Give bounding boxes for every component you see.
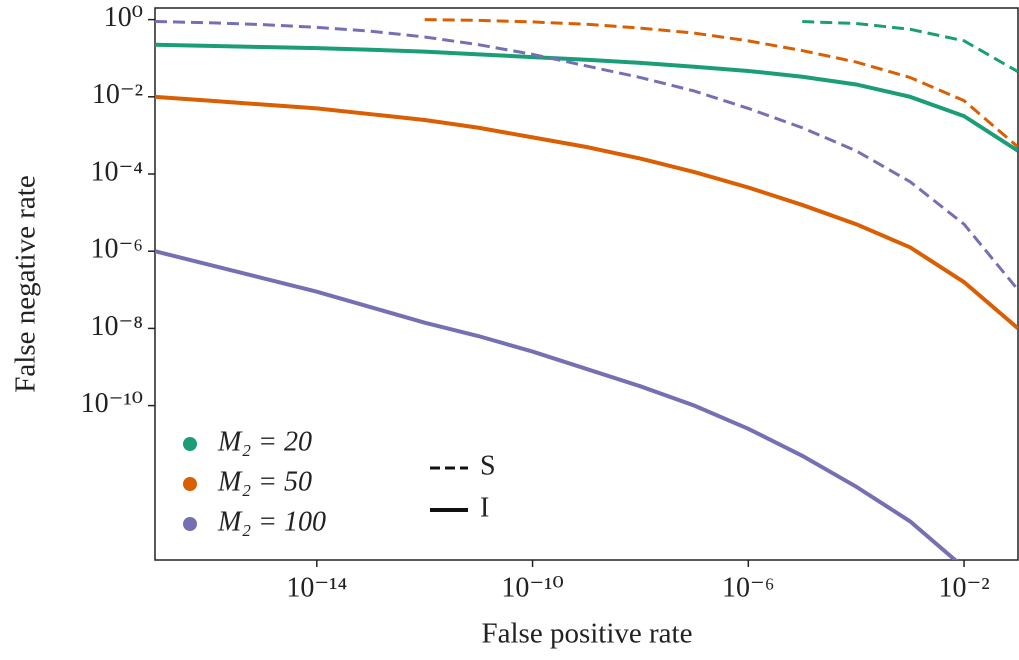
- y-tick-label: 10⁻¹⁰: [81, 388, 143, 419]
- series-line: [424, 18, 1018, 149]
- series-line: [802, 20, 1018, 74]
- y-axis-label: False negative rate: [10, 175, 42, 392]
- y-tick-label: 10⁻²: [92, 79, 143, 110]
- series-line: [155, 42, 1018, 153]
- x-tick-label: 10⁻⁶: [722, 572, 775, 603]
- legend-label: M₂ = 20: [217, 426, 312, 457]
- plot-area: [155, 18, 1018, 560]
- x-tick-label: 10⁻¹⁰: [501, 572, 563, 603]
- series-line: [155, 20, 1018, 291]
- legend-label: M₂ = 100: [217, 506, 326, 537]
- plot-frame: [154, 7, 1019, 561]
- legend-marker: [183, 517, 197, 531]
- y-tick-label: 10⁻⁴: [90, 156, 143, 187]
- y-tick-label: 10⁻⁸: [90, 311, 143, 342]
- x-tick-label: 10⁻¹⁴: [286, 572, 347, 603]
- legend-marker: [183, 437, 197, 451]
- x-tick-label: 10⁻²: [938, 572, 989, 603]
- x-axis-label: False positive rate: [481, 618, 692, 650]
- legend-label: S: [480, 450, 496, 481]
- legend-label: I: [480, 492, 489, 523]
- y-tick-label: 10⁻⁶: [90, 234, 143, 265]
- legend-marker: [183, 477, 197, 491]
- series-line: [155, 249, 959, 560]
- y-tick-label: 10⁰: [104, 2, 143, 33]
- legend-label: M₂ = 50: [217, 466, 312, 497]
- series-line: [155, 94, 1018, 330]
